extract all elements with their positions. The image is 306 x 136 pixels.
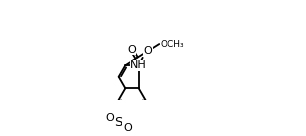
- Text: OCH₃: OCH₃: [160, 40, 184, 49]
- Text: S: S: [114, 116, 123, 129]
- Text: O: O: [144, 46, 152, 56]
- Text: O: O: [127, 45, 136, 55]
- Text: O: O: [106, 113, 114, 123]
- Text: NH: NH: [130, 60, 147, 70]
- Text: O: O: [123, 123, 132, 133]
